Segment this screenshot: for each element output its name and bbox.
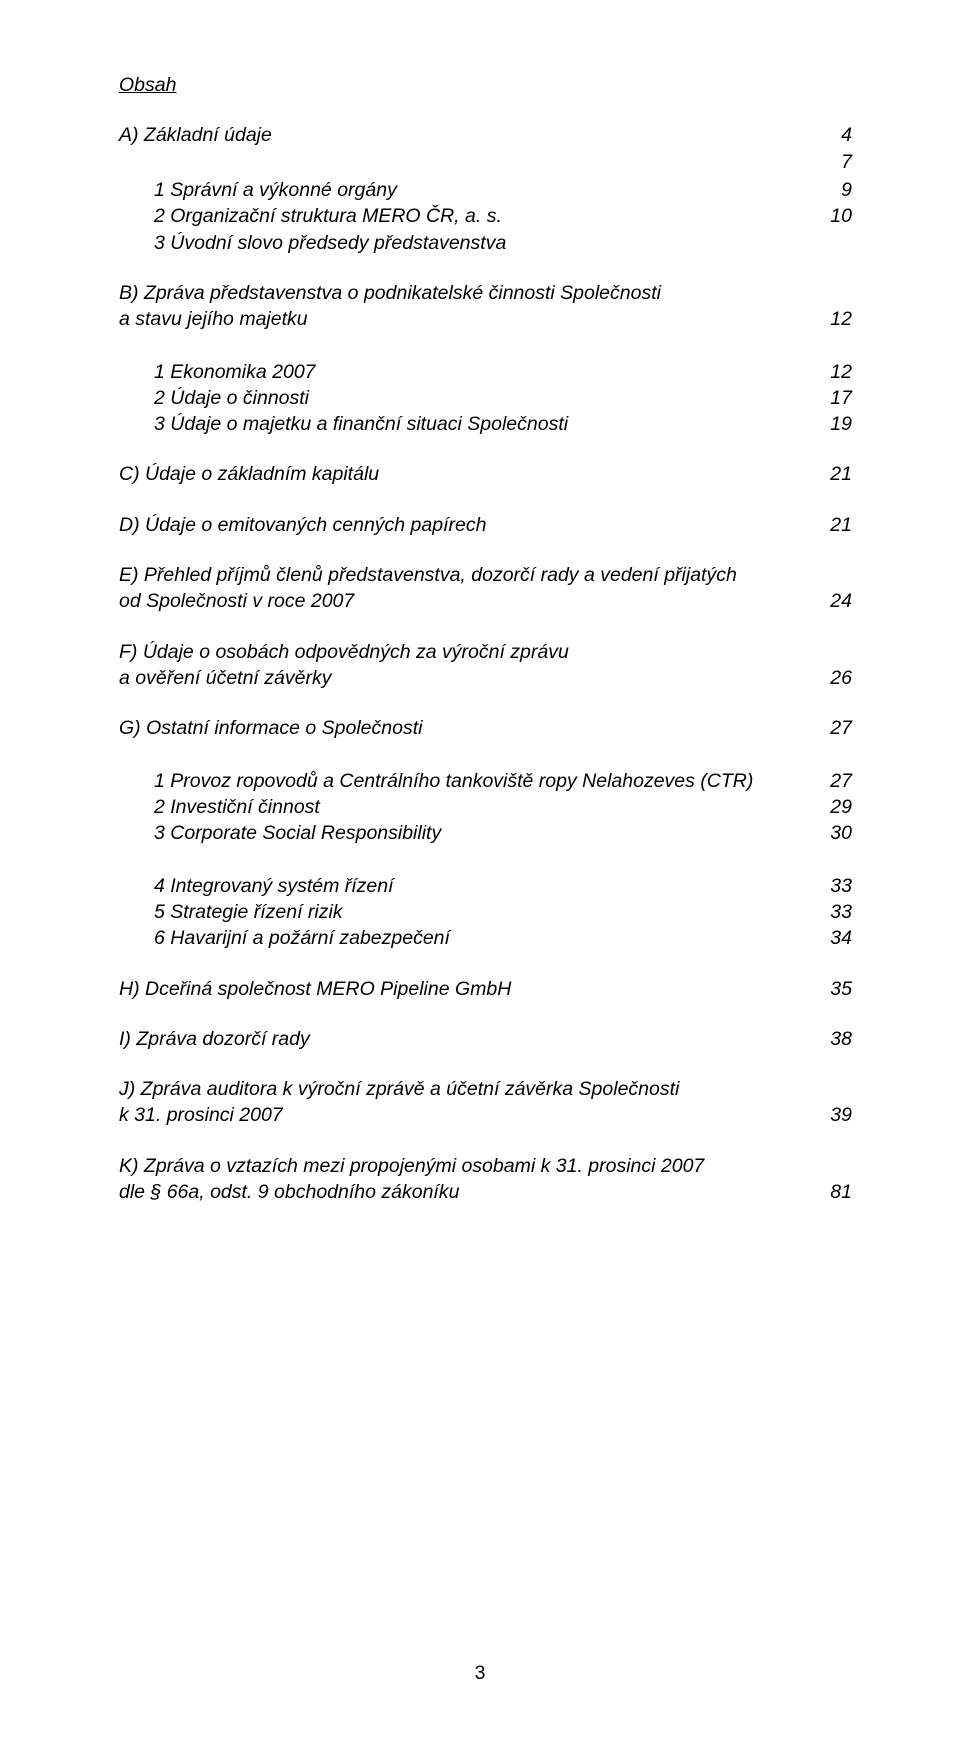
toc-label: 4 Integrovaný systém řízení — [154, 873, 830, 899]
toc-page-x7: 7 — [119, 149, 852, 175]
toc-label: od Společnosti v roce 2007 — [119, 588, 830, 614]
toc-entry-g: G) Ostatní informace o Společnosti 27 — [119, 715, 852, 741]
toc-label: J) Zpráva auditora k výroční zprávě a úč… — [119, 1076, 852, 1102]
toc-page: 17 — [830, 385, 852, 411]
toc-entry-i: I) Zpráva dozorčí rady 38 — [119, 1026, 852, 1052]
toc-label: I) Zpráva dozorčí rady — [119, 1026, 830, 1052]
toc-page: 38 — [830, 1026, 852, 1052]
toc-label: A) Základní údaje — [119, 122, 841, 148]
toc-label: 1 Provoz ropovodů a Centrálního tankoviš… — [154, 768, 830, 794]
toc-entry-h: H) Dceřiná společnost MERO Pipeline GmbH… — [119, 976, 852, 1002]
toc-page: 21 — [830, 461, 852, 487]
toc-label: 3 Úvodní slovo předsedy představenstva — [154, 230, 852, 256]
toc-entry-f: a ověření účetní závěrky 26 — [119, 665, 852, 691]
toc-label: 3 Corporate Social Responsibility — [154, 820, 830, 846]
toc-page: 10 — [830, 203, 852, 229]
toc-label: a stavu jejího majetku — [119, 306, 830, 332]
toc-label: 2 Organizační struktura MERO ČR, a. s. — [154, 203, 830, 229]
toc-label: B) Zpráva představenstva o podnikatelské… — [119, 280, 852, 306]
toc-entry: 1 Ekonomika 2007 12 — [119, 359, 852, 385]
toc-label: K) Zpráva o vztazích mezi propojenými os… — [119, 1153, 852, 1179]
toc-page: 24 — [830, 588, 852, 614]
toc-page: 27 — [830, 715, 852, 741]
section-g: G) Ostatní informace o Společnosti 27 1 … — [119, 715, 852, 951]
section-b: B) Zpráva představenstva o podnikatelské… — [119, 280, 852, 438]
toc-entry: 5 Strategie řízení rizik 33 — [119, 899, 852, 925]
toc-page: 21 — [830, 512, 852, 538]
toc-page: 12 — [830, 306, 852, 332]
toc-page: 81 — [830, 1179, 852, 1205]
toc-entry: 4 Integrovaný systém řízení 33 — [119, 873, 852, 899]
toc-page: 39 — [830, 1102, 852, 1128]
toc-label: F) Údaje o osobách odpovědných za výročn… — [119, 639, 852, 665]
toc-entry: 2 Organizační struktura MERO ČR, a. s. 1… — [119, 203, 852, 229]
toc-label: E) Přehled příjmů členů představenstva, … — [119, 562, 852, 588]
toc-label: a ověření účetní závěrky — [119, 665, 830, 691]
toc-label: C) Údaje o základním kapitálu — [119, 461, 830, 487]
toc-entry-b: a stavu jejího majetku 12 — [119, 306, 852, 332]
toc-label: 6 Havarijní a požární zabezpečení — [154, 925, 830, 951]
toc-page: 34 — [830, 925, 852, 951]
toc-page: 4 — [841, 122, 852, 148]
toc-label: 1 Správní a výkonné orgány — [154, 177, 841, 203]
toc-page: 7 — [841, 149, 852, 175]
toc-label: 1 Ekonomika 2007 — [154, 359, 830, 385]
toc-label: D) Údaje o emitovaných cenných papírech — [119, 512, 830, 538]
toc-entry-d: D) Údaje o emitovaných cenných papírech … — [119, 512, 852, 538]
toc-label: 2 Údaje o činnosti — [154, 385, 830, 411]
page-title: Obsah — [119, 72, 852, 98]
toc-entry-k: dle § 66a, odst. 9 obchodního zákoníku 8… — [119, 1179, 852, 1205]
toc-entry: 2 Investiční činnost 29 — [119, 794, 852, 820]
toc-page: 35 — [830, 976, 852, 1002]
toc-page: 19 — [830, 411, 852, 437]
toc-label: H) Dceřiná společnost MERO Pipeline GmbH — [119, 976, 830, 1002]
toc-label: k 31. prosinci 2007 — [119, 1102, 830, 1128]
toc-page: 9 — [841, 177, 852, 203]
toc-entry: 1 Správní a výkonné orgány 9 — [119, 177, 852, 203]
toc-page: 12 — [830, 359, 852, 385]
toc-label: 5 Strategie řízení rizik — [154, 899, 830, 925]
toc-entry: 6 Havarijní a požární zabezpečení 34 — [119, 925, 852, 951]
toc-entry: 3 Úvodní slovo předsedy představenstva — [119, 230, 852, 256]
toc-page: 29 — [830, 794, 852, 820]
section-a: A) Základní údaje 4 7 1 Správní a výkonn… — [119, 122, 852, 256]
toc-entry-c: C) Údaje o základním kapitálu 21 — [119, 461, 852, 487]
toc-entry-a: A) Základní údaje 4 — [119, 122, 852, 148]
toc-label: 2 Investiční činnost — [154, 794, 830, 820]
toc-page: 26 — [830, 665, 852, 691]
toc-entry: 3 Corporate Social Responsibility 30 — [119, 820, 852, 846]
toc-label: dle § 66a, odst. 9 obchodního zákoníku — [119, 1179, 830, 1205]
toc-label: 3 Údaje o majetku a finanční situaci Spo… — [154, 411, 830, 437]
toc-page: 27 — [830, 768, 852, 794]
toc-page: 33 — [830, 873, 852, 899]
toc-entry-e: od Společnosti v roce 2007 24 — [119, 588, 852, 614]
page-number-footer: 3 — [0, 1660, 960, 1686]
toc-entry: 1 Provoz ropovodů a Centrálního tankoviš… — [119, 768, 852, 794]
toc-entry-j: k 31. prosinci 2007 39 — [119, 1102, 852, 1128]
toc-page: 30 — [830, 820, 852, 846]
toc-entry: 2 Údaje o činnosti 17 — [119, 385, 852, 411]
toc-page: 33 — [830, 899, 852, 925]
toc-entry: 3 Údaje o majetku a finanční situaci Spo… — [119, 411, 852, 437]
toc-label: G) Ostatní informace o Společnosti — [119, 715, 830, 741]
